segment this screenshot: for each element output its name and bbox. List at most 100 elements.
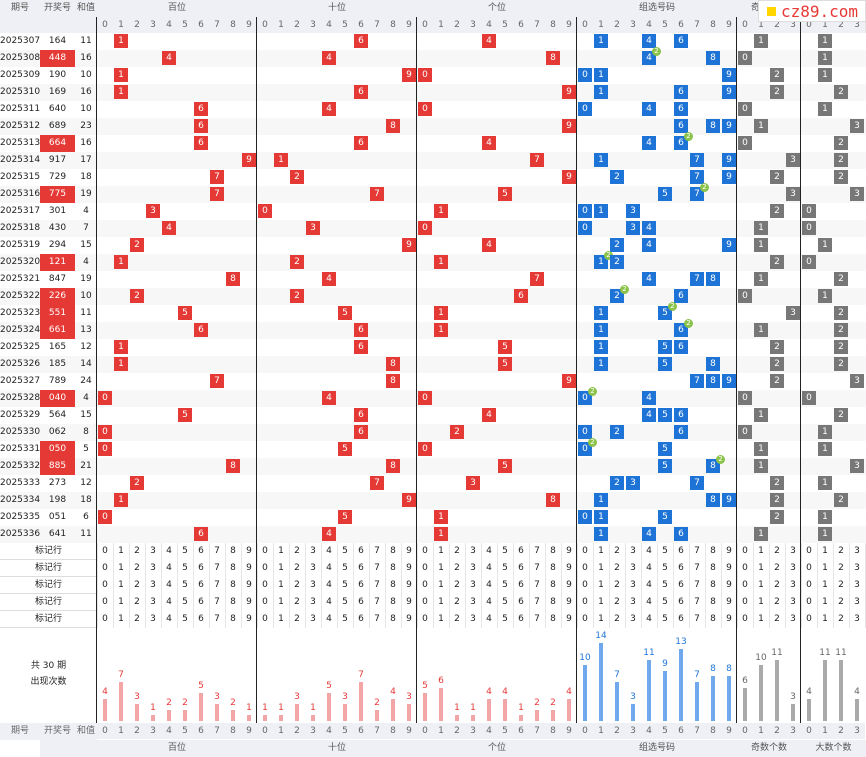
header-digit-group-3: 3 [625, 17, 641, 33]
big-count-ball: 1 [818, 476, 832, 490]
mark-cell: 3 [470, 563, 476, 573]
group-ball: 3 [626, 476, 640, 490]
mark-cell: 1 [758, 614, 764, 624]
row-sum: 13 [75, 322, 97, 339]
group-ball: 1 [594, 340, 608, 354]
footer-digit-hundreds-1: 1 [113, 723, 129, 739]
header-sum: 和值 [75, 0, 97, 33]
count-bar [631, 704, 635, 721]
mark-cell: 8 [230, 546, 236, 556]
mark-cell: 0 [262, 597, 268, 607]
count-bar-label: 2 [550, 698, 556, 708]
position-ball: 0 [418, 221, 432, 235]
position-ball: 1 [114, 340, 128, 354]
header-period: 期号 [0, 0, 40, 33]
mark-cell: 7 [534, 580, 540, 590]
mark-cell: 2 [614, 563, 620, 573]
footer-digit-oddcount-2: 2 [769, 723, 785, 739]
count-bar-label: 3 [294, 692, 300, 702]
repeat-badge: 2 [700, 183, 709, 192]
group-ball: 4 [642, 136, 656, 150]
mark-cell: 0 [806, 614, 812, 624]
count-bar [823, 660, 827, 721]
count-bar [743, 688, 747, 721]
logo-text: cz89.com [781, 2, 859, 21]
position-ball: 0 [98, 510, 112, 524]
group-ball: 6 [674, 527, 688, 541]
mark-cell: 7 [534, 597, 540, 607]
footer-digit-units-6: 6 [513, 723, 529, 739]
header-digit-hundreds-3: 3 [145, 17, 161, 33]
count-bar [167, 710, 171, 721]
row-period: 2025334 [0, 492, 40, 509]
mark-cell: 9 [566, 614, 572, 624]
mark-cell: 9 [726, 563, 732, 573]
count-bar-label: 2 [374, 698, 380, 708]
row-sum: 7 [75, 220, 97, 237]
mark-cell: 4 [166, 563, 172, 573]
header-draw: 开奖号 [40, 0, 75, 33]
header-digit-group-6: 6 [673, 17, 689, 33]
position-ball: 9 [562, 170, 576, 184]
mark-cell: 2 [134, 597, 140, 607]
mark-cell: 2 [294, 546, 300, 556]
header-digit-units-0: 0 [417, 17, 433, 33]
mark-cell: 2 [774, 546, 780, 556]
position-ball: 6 [354, 85, 368, 99]
group-ball: 9 [722, 238, 736, 252]
footer-sum: 和值 [75, 723, 97, 757]
count-bar [647, 660, 651, 721]
position-ball: 6 [194, 136, 208, 150]
row-draw: 430 [40, 220, 75, 237]
position-ball: 0 [418, 442, 432, 456]
group-ball: 4 [642, 34, 656, 48]
mark-cell: 1 [118, 546, 124, 556]
row-sum: 15 [75, 407, 97, 424]
mark-cell: 8 [550, 597, 556, 607]
mark-cell: 5 [502, 563, 508, 573]
big-count-ball: 0 [802, 255, 816, 269]
group-ball: 8 [706, 272, 720, 286]
big-count-ball: 0 [802, 221, 816, 235]
mark-cell: 6 [518, 580, 524, 590]
position-ball: 5 [338, 306, 352, 320]
mark-cell: 4 [326, 597, 332, 607]
count-bar-label: 2 [534, 698, 540, 708]
big-count-ball: 1 [818, 442, 832, 456]
row-period: 2025325 [0, 339, 40, 356]
mark-cell: 7 [694, 580, 700, 590]
group-ball: 1 [594, 34, 608, 48]
mark-cell: 2 [294, 597, 300, 607]
mark-cell: 3 [310, 597, 316, 607]
group-ball: 6 [674, 289, 688, 303]
footer-tens: 十位 [257, 740, 417, 757]
row-sum: 16 [75, 50, 97, 67]
position-ball: 4 [322, 51, 336, 65]
mark-cell: 6 [678, 563, 684, 573]
mark-cell: 3 [790, 597, 796, 607]
header-digit-group-9: 9 [721, 17, 737, 33]
mark-cell: 1 [598, 546, 604, 556]
group-ball: 5 [658, 357, 672, 371]
count-bar-label: 6 [438, 676, 444, 686]
header-digit-units-3: 3 [465, 17, 481, 33]
site-logo[interactable]: cz89.com [758, 0, 866, 22]
row-background [97, 373, 866, 390]
header-digit-hundreds-9: 9 [241, 17, 257, 33]
row-background [97, 186, 866, 203]
header-digit-group-0: 0 [577, 17, 593, 33]
count-bar-label: 5 [326, 681, 332, 691]
row-period: 2025310 [0, 84, 40, 101]
row-draw: 847 [40, 271, 75, 288]
mark-cell: 8 [390, 597, 396, 607]
group-ball: 6 [674, 408, 688, 422]
row-period: 2025312 [0, 118, 40, 135]
header-digit-group-2: 2 [609, 17, 625, 33]
mark-cell: 8 [550, 563, 556, 573]
mark-cell: 1 [118, 563, 124, 573]
count-bar-label: 10 [755, 653, 767, 663]
row-sum: 8 [75, 424, 97, 441]
mark-cell: 4 [166, 614, 172, 624]
odd-count-ball: 2 [770, 510, 784, 524]
mark-cell: 9 [406, 597, 412, 607]
